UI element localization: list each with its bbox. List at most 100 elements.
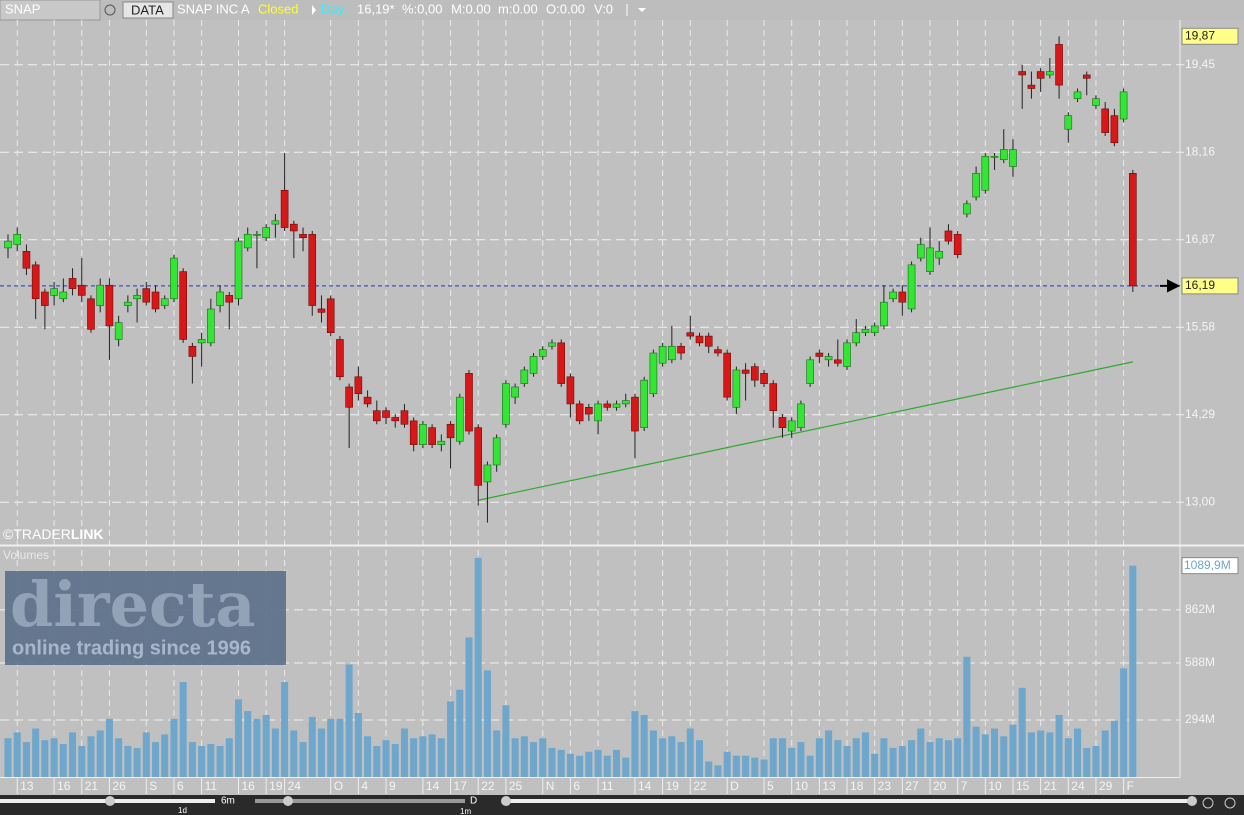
candle-body <box>179 271 187 340</box>
volume-bar <box>354 713 362 777</box>
x-tick-label: 22 <box>481 779 495 793</box>
watermark-box <box>5 571 286 665</box>
candle-body <box>483 464 492 483</box>
scroll-knob-left[interactable] <box>501 796 511 806</box>
volume-bar <box>1037 730 1045 777</box>
x-tick-label: 29 <box>1099 779 1113 793</box>
zoom-out[interactable] <box>1224 797 1236 809</box>
candle-body <box>741 369 750 374</box>
dropdown[interactable] <box>638 8 646 12</box>
open: O:0.00 <box>546 1 585 16</box>
volume-bar <box>410 738 418 777</box>
current-volume-box <box>1181 557 1239 575</box>
refresh-icon[interactable] <box>104 4 116 16</box>
candle-body <box>59 291 68 300</box>
candle-body <box>170 257 178 300</box>
candle-body <box>668 345 676 361</box>
volume-bar <box>649 730 657 777</box>
candle-body <box>437 440 446 445</box>
volume-bar <box>400 728 408 777</box>
candle-body <box>769 383 778 411</box>
volume-bar <box>225 738 233 777</box>
volume-bar <box>142 732 150 777</box>
candle-body <box>243 234 252 249</box>
volume-bar <box>32 728 40 777</box>
candle-body <box>621 400 630 405</box>
volume-bar <box>502 705 510 777</box>
candle-body <box>723 352 731 398</box>
candle-body <box>133 295 141 300</box>
range-knob[interactable] <box>105 796 115 806</box>
zoom-in[interactable] <box>1202 797 1214 809</box>
current-price-label: 16,19 <box>1185 278 1215 292</box>
candle-body <box>760 373 768 384</box>
candle-body <box>354 376 363 395</box>
candle-body <box>963 203 971 215</box>
volume-bar <box>50 738 58 777</box>
x-tick-label: 5 <box>767 779 774 793</box>
candle-body <box>990 156 999 158</box>
candle-body <box>326 298 335 333</box>
volume-bar <box>1018 687 1026 777</box>
volume-bar <box>327 718 335 777</box>
candle-body <box>907 264 916 310</box>
volume-bar <box>769 738 777 777</box>
candle-body <box>1092 98 1100 106</box>
volume-bar <box>1092 745 1100 777</box>
x-tick-label: 13 <box>20 779 34 793</box>
volume-bar <box>133 747 141 777</box>
candle-body <box>843 342 851 367</box>
volume-bar <box>1009 724 1017 777</box>
interval-label: 1d <box>178 806 187 815</box>
candle-body <box>105 284 114 327</box>
interval-slider[interactable] <box>255 799 465 803</box>
x-tick-label: 19 <box>269 779 283 793</box>
candle-body <box>797 403 805 428</box>
volume-bar <box>336 718 344 777</box>
x-tick-label: 16 <box>57 779 71 793</box>
scroll-knob-right[interactable] <box>1187 796 1197 806</box>
volume-bar <box>364 736 372 777</box>
data-button[interactable] <box>122 1 174 19</box>
x-tick-label: 23 <box>878 779 892 793</box>
x-tick-label: 17 <box>454 779 468 793</box>
tagline: online trading since 1996 <box>12 637 251 659</box>
mode-label: D <box>470 796 477 807</box>
candle-body <box>926 247 934 272</box>
candle-body <box>151 291 160 310</box>
instrument-name: SNAP INC A <box>177 1 250 16</box>
x-tick-label: 11 <box>205 779 218 793</box>
x-tick-label: O <box>334 779 343 793</box>
volume-bar <box>613 749 621 777</box>
scroll-bar[interactable] <box>505 799 1195 803</box>
volume-bar <box>1000 736 1008 777</box>
candle-body <box>870 325 879 333</box>
interval-knob[interactable] <box>283 796 293 806</box>
symbol-box[interactable] <box>0 0 101 21</box>
volume-bar <box>13 732 21 777</box>
x-tick-label: 10 <box>795 779 809 793</box>
range-high-box <box>1181 27 1239 45</box>
volume-bar <box>825 730 833 777</box>
price-arrow <box>1160 279 1181 293</box>
volume-bar <box>954 738 962 777</box>
play-icon[interactable] <box>312 5 316 15</box>
volume-bar <box>963 656 971 777</box>
candle-body <box>529 356 538 374</box>
volume-bar <box>797 742 805 777</box>
volume-bar <box>852 738 860 777</box>
candle-body <box>833 359 842 364</box>
volume-bar <box>926 742 934 777</box>
candle-body <box>290 223 298 232</box>
volume-bar <box>511 738 519 777</box>
volume-bar <box>281 681 289 777</box>
candle-body <box>999 149 1008 161</box>
volume-bar <box>391 744 399 777</box>
candle-body <box>31 264 40 300</box>
candle-body <box>363 396 372 405</box>
volume-bar <box>124 745 132 777</box>
candle-body <box>207 308 215 344</box>
period: Day: <box>321 1 348 16</box>
candle-body <box>640 379 648 428</box>
